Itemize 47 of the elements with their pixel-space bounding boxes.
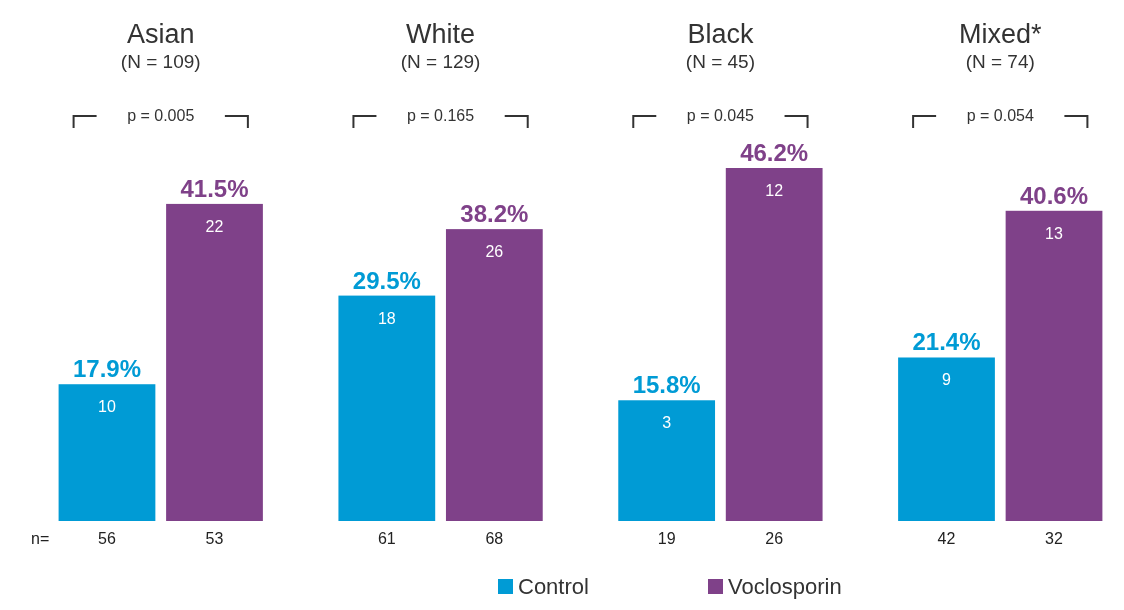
annotation: 10: [98, 398, 116, 416]
bar: [58, 384, 156, 521]
x-tick-label: Black: [687, 19, 754, 49]
text: 61: [377, 530, 396, 547]
annotation: 26: [485, 243, 504, 261]
x-tick-label: White: [406, 19, 476, 49]
bar: [618, 400, 716, 521]
text: n=: [31, 530, 50, 547]
text: (N = 74): [965, 51, 1035, 72]
data-label: 21.4%: [912, 328, 981, 356]
legend-label: Voclosporin: [728, 574, 842, 599]
bar: [1005, 210, 1103, 521]
bar: [725, 168, 823, 521]
text: p = 0.045: [686, 107, 755, 124]
legend-label: Control: [518, 574, 589, 599]
data-label: 17.9%: [72, 355, 142, 383]
bar: [898, 357, 995, 521]
text: p = 0.005: [127, 107, 195, 124]
annotation: 18: [377, 309, 396, 327]
text: 32: [1045, 530, 1064, 547]
text: 53: [205, 530, 224, 547]
text: 42: [937, 530, 956, 547]
bar: [166, 203, 263, 521]
annotation: 12: [765, 182, 784, 199]
text: 19: [657, 530, 676, 547]
data-label: 46.2%: [740, 139, 809, 166]
data-label: 41.5%: [180, 174, 249, 202]
data-label: 29.5%: [352, 266, 421, 294]
bar: [338, 295, 436, 521]
annotation: 13: [1045, 224, 1064, 242]
data-label: 15.8%: [632, 371, 701, 399]
text: (N = 129): [400, 51, 481, 72]
data-label: 40.6%: [1019, 181, 1089, 209]
text: 26: [765, 530, 784, 547]
annotation: 3: [662, 414, 672, 432]
text: 56: [98, 530, 116, 547]
annotation: 9: [942, 371, 952, 389]
text: (N = 109): [120, 51, 201, 72]
text: 68: [485, 530, 504, 547]
text: (N = 45): [685, 51, 756, 72]
x-tick-label: Asian: [126, 19, 195, 49]
data-label: 38.2%: [460, 200, 529, 228]
text: p = 0.054: [966, 107, 1034, 124]
text: p = 0.165: [406, 107, 475, 124]
bar: [445, 229, 543, 521]
annotation: 22: [205, 217, 224, 235]
x-tick-label: Mixed*: [959, 19, 1043, 49]
